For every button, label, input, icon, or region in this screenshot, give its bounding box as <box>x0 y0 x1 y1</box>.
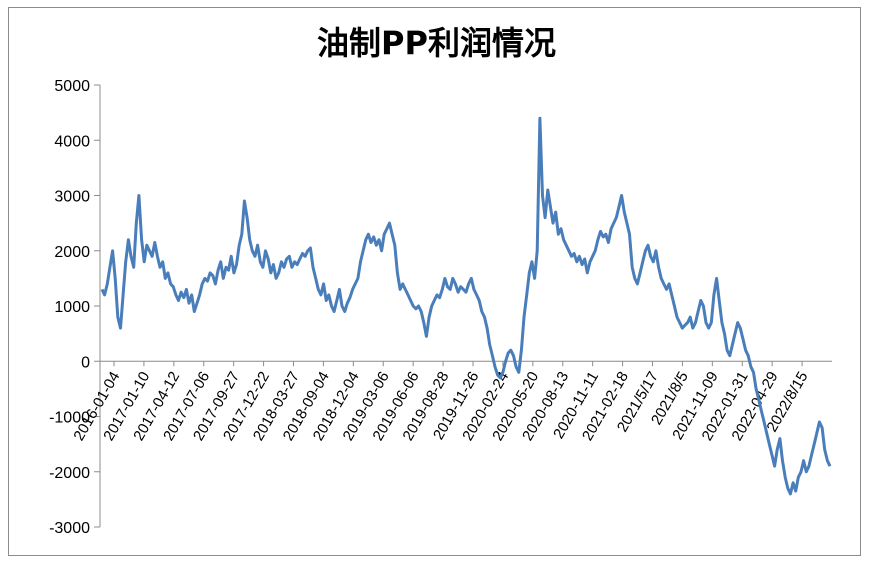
x-axis-ticks: 2016-01-042017-01-102017-04-122017-07-06… <box>70 361 812 444</box>
y-tick-label: 0 <box>81 354 90 371</box>
y-tick-label: 4000 <box>54 133 90 150</box>
y-tick-label: 1000 <box>54 299 90 316</box>
chart-title: 油制PP利润情况 <box>317 24 556 62</box>
y-tick-label: -2000 <box>49 465 90 482</box>
y-axis-ticks: 5000 4000 3000 2000 1000 0 -1000 -2000 -3000 <box>49 78 100 537</box>
chart-frame <box>8 7 861 556</box>
y-tick-label: 2000 <box>54 244 90 261</box>
y-tick-label: 5000 <box>54 78 90 95</box>
y-tick-label: 3000 <box>54 189 90 206</box>
profit-series-line <box>100 116 832 496</box>
series-group <box>100 116 832 496</box>
y-tick-label: -3000 <box>49 520 90 537</box>
axes <box>99 85 832 527</box>
y-tick-label: -1000 <box>49 410 90 427</box>
